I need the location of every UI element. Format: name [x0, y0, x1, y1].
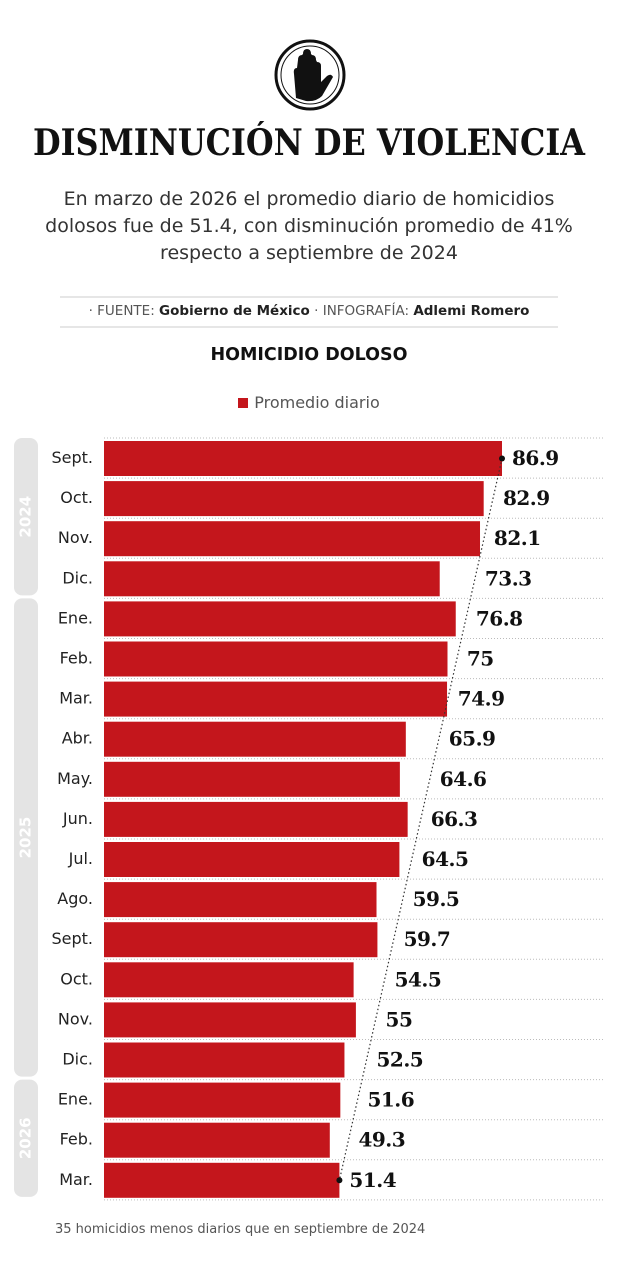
bar — [104, 1082, 341, 1118]
y-tick-label: Sept. — [51, 448, 93, 467]
trend-line — [338, 458, 503, 1181]
bar — [104, 1002, 356, 1038]
y-tick-label: Ene. — [58, 1090, 93, 1109]
bar — [104, 842, 400, 877]
legend-swatch — [238, 398, 249, 408]
value-label: 86.9 — [512, 446, 559, 470]
year-rail — [14, 438, 38, 596]
bar — [104, 922, 378, 958]
value-label: 66.3 — [431, 807, 478, 831]
bar — [104, 882, 377, 918]
value-label: 49.3 — [358, 1128, 405, 1152]
value-label: 64.6 — [440, 767, 487, 791]
value-label: 82.1 — [494, 526, 541, 550]
credit: Adlemi Romero — [413, 303, 530, 319]
icon — [274, 39, 346, 111]
legend: Promedio diario — [0, 393, 618, 412]
value-label: 52.5 — [377, 1048, 424, 1072]
value-label: 73.3 — [485, 566, 532, 590]
bar — [104, 441, 502, 476]
y-tick-label: Sept. — [51, 929, 93, 948]
title: DISMINUCIÓN DE VIOLENCIA — [33, 122, 586, 164]
y-tick-label: Feb. — [60, 649, 93, 668]
y-tick-label: Dic. — [62, 1050, 93, 1069]
value-label: 76.8 — [476, 606, 523, 630]
value-label: 65.9 — [449, 727, 496, 751]
y-tick-label: Feb. — [60, 1130, 93, 1149]
value-label: 54.5 — [395, 967, 442, 991]
chart-title: HOMICIDIO DOLOSO — [210, 345, 408, 365]
value-label: 59.7 — [404, 927, 451, 951]
y-tick-label: Ene. — [58, 608, 93, 627]
year-label: 2025 — [17, 817, 35, 859]
source-label: · FUENTE: — [88, 303, 155, 319]
bar — [104, 1162, 340, 1198]
legend-label: Promedio diario — [254, 393, 380, 412]
y-tick-label: Nov. — [58, 528, 93, 547]
y-tick-label: Dic. — [62, 568, 93, 587]
year-label: 2024 — [17, 496, 35, 538]
bar — [104, 1122, 330, 1158]
value-label: 74.9 — [458, 687, 505, 711]
year-rail — [14, 1079, 38, 1197]
bar — [104, 681, 448, 717]
y-tick-label: May. — [57, 769, 93, 788]
note: 35 homicidios menos diarios que en septi… — [55, 1222, 426, 1237]
trend-dot — [336, 1177, 343, 1184]
year-rail — [14, 598, 38, 1077]
credit-label: · INFOGRAFÍA: — [314, 303, 410, 319]
y-tick-label: Mar. — [59, 1170, 93, 1189]
source: Gobierno de México — [159, 303, 310, 319]
value-label: 55 — [386, 1007, 413, 1031]
y-tick-label: Abr. — [62, 729, 93, 748]
value-label: 82.9 — [503, 486, 550, 510]
value-label: 75 — [467, 647, 494, 671]
y-tick-label: Mar. — [59, 689, 93, 708]
source: · FUENTE: Gobierno de México · INFOGRAFÍ… — [60, 303, 558, 319]
y-tick-label: Jul. — [68, 849, 93, 868]
bar — [104, 521, 481, 557]
y-tick-label: Oct. — [60, 969, 93, 988]
bar — [104, 601, 456, 637]
bar — [104, 721, 406, 757]
y-tick-label: Nov. — [58, 1009, 93, 1028]
y-tick-label: Ago. — [57, 889, 93, 908]
value-label: 59.5 — [413, 887, 460, 911]
value-label: 51.6 — [367, 1088, 414, 1112]
year-label: 2026 — [17, 1117, 35, 1159]
bar — [104, 561, 440, 597]
bar — [104, 1042, 345, 1078]
bar — [104, 481, 484, 517]
bar — [104, 801, 408, 837]
bar — [104, 962, 354, 998]
value-label: 64.5 — [422, 847, 469, 871]
trend-dot — [499, 455, 505, 462]
bar — [104, 641, 448, 677]
y-tick-label: Oct. — [60, 488, 93, 507]
subtitle: En marzo de 2026 el promedio diario de h… — [45, 188, 573, 264]
bar — [104, 761, 400, 797]
value-label: 51.4 — [349, 1168, 396, 1192]
y-tick-label: Jun. — [62, 809, 93, 828]
